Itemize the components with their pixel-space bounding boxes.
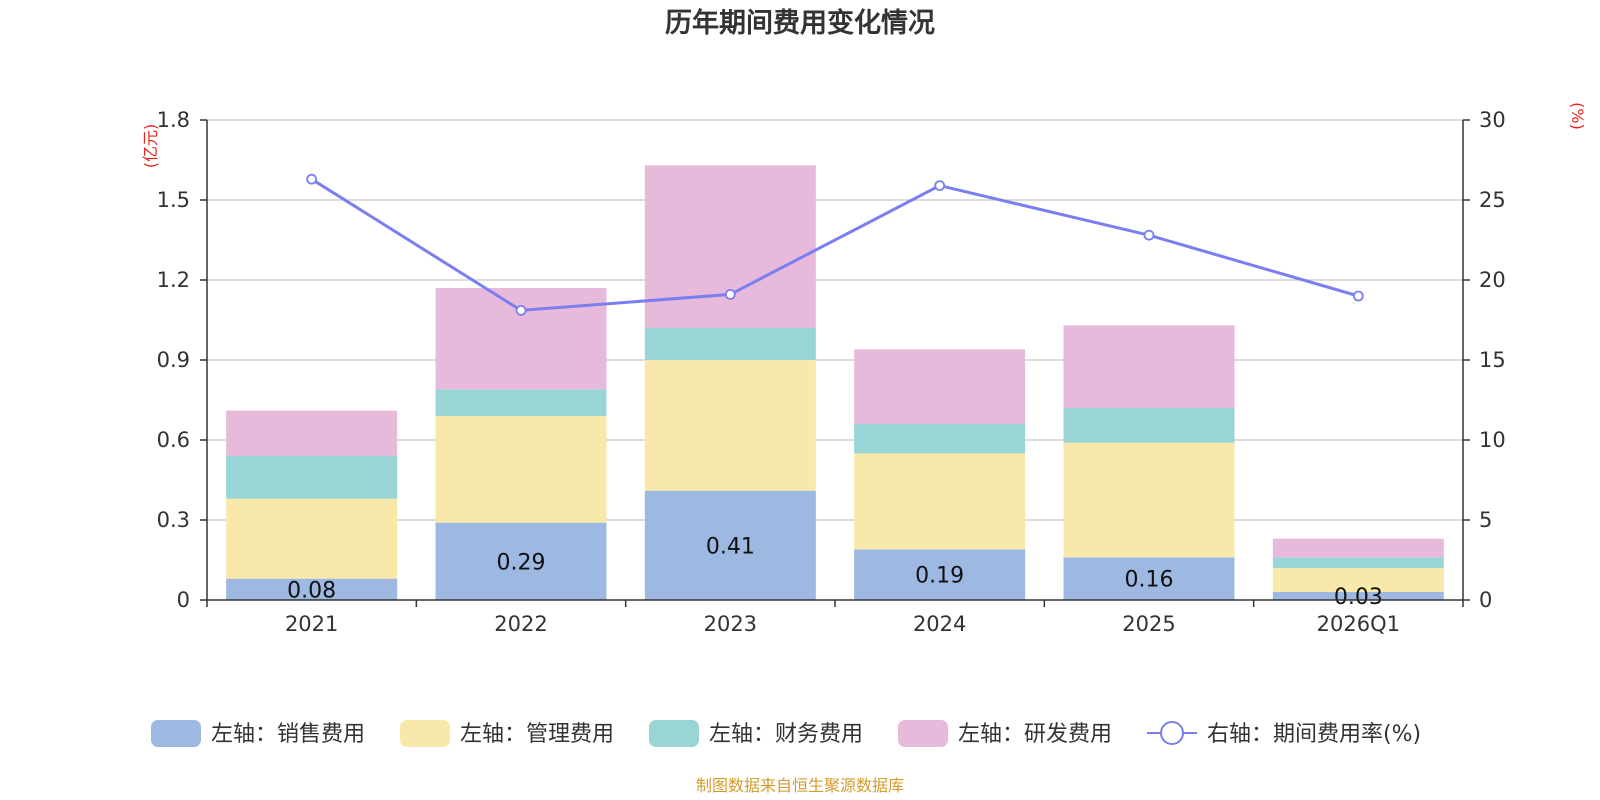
bar-segment bbox=[1063, 557, 1235, 600]
sales-data-label: 0.08 bbox=[287, 578, 336, 603]
bar-segment bbox=[854, 453, 1026, 550]
bar-area: 0.08 0.29 0.41 0.19 0.16 0.03 bbox=[226, 165, 1444, 610]
bar-segment bbox=[854, 549, 1026, 600]
right-axis-unit: (%) bbox=[1568, 102, 1587, 130]
rate-line-area bbox=[306, 173, 1364, 316]
bar-segment bbox=[226, 498, 398, 579]
right-tick-label: 20 bbox=[1479, 268, 1506, 292]
sales-data-label: 0.03 bbox=[1334, 585, 1383, 610]
legend-label: 左轴：管理费用 bbox=[460, 722, 614, 747]
right-tick-label: 0 bbox=[1479, 588, 1492, 612]
bar-segment bbox=[435, 416, 607, 523]
bar-segment bbox=[226, 456, 398, 499]
bar-segment bbox=[435, 288, 607, 390]
source-note: 制图数据来自恒生聚源数据库 bbox=[696, 776, 904, 795]
left-tick-label: 1.5 bbox=[157, 188, 190, 212]
bar-segment bbox=[644, 360, 816, 491]
bar-segment bbox=[1272, 557, 1444, 568]
bar-segment bbox=[854, 424, 1026, 454]
grid-lines bbox=[207, 119, 1463, 521]
rate-line bbox=[310, 177, 1359, 312]
rate-point bbox=[306, 173, 318, 185]
right-tick-label: 10 bbox=[1479, 428, 1506, 452]
sales-data-label: 0.29 bbox=[497, 550, 546, 575]
sales-data-label: 0.41 bbox=[706, 534, 755, 559]
legend-swatch bbox=[400, 720, 450, 747]
bar-segment bbox=[435, 522, 607, 600]
bar-segment bbox=[854, 349, 1026, 424]
bar-segment bbox=[644, 328, 816, 360]
sales-data-label: 0.16 bbox=[1125, 568, 1174, 593]
rate-point bbox=[1352, 290, 1364, 302]
bar-segment bbox=[1272, 568, 1444, 592]
rate-point bbox=[934, 180, 946, 192]
right-tick-label: 15 bbox=[1479, 348, 1506, 372]
x-tick-label: 2023 bbox=[704, 612, 757, 636]
legend-label: 左轴：研发费用 bbox=[958, 722, 1112, 747]
x-tick-label: 2026Q1 bbox=[1317, 612, 1400, 636]
legend-label: 左轴：销售费用 bbox=[211, 722, 365, 747]
right-tick-label: 30 bbox=[1479, 108, 1506, 132]
left-axis-unit: (亿元) bbox=[141, 124, 160, 169]
right-tick-label: 25 bbox=[1479, 188, 1506, 212]
legend-label: 右轴：期间费用率(%) bbox=[1207, 722, 1421, 747]
legend-marker bbox=[1160, 721, 1184, 745]
legend-swatch bbox=[898, 720, 948, 747]
legend-swatch bbox=[649, 720, 699, 747]
sales-data-label: 0.19 bbox=[915, 564, 964, 589]
legend-swatch bbox=[151, 720, 201, 747]
left-tick-label: 1.8 bbox=[157, 108, 190, 132]
chart-title: 历年期间费用变化情况 bbox=[665, 7, 935, 39]
legend: 左轴：销售费用 左轴：管理费用 左轴：财务费用 左轴：研发费用 右轴：期间费用率(%) bbox=[151, 720, 1421, 747]
x-tick-label: 2025 bbox=[1122, 612, 1175, 636]
left-tick-label: 0.3 bbox=[157, 508, 190, 532]
left-tick-label: 0 bbox=[177, 588, 190, 612]
bar-segment bbox=[1272, 538, 1444, 558]
left-tick-label: 0.9 bbox=[157, 348, 190, 372]
bar-segment bbox=[435, 389, 607, 416]
bar-segment bbox=[1063, 442, 1235, 558]
bar-segment bbox=[1063, 325, 1235, 408]
x-tick-label: 2021 bbox=[285, 612, 338, 636]
rate-point bbox=[724, 288, 736, 300]
rate-point bbox=[1143, 229, 1155, 241]
rate-point bbox=[515, 304, 527, 316]
x-tick-label: 2024 bbox=[913, 612, 966, 636]
bar-segment bbox=[1063, 408, 1235, 443]
bar-segment bbox=[226, 578, 398, 600]
left-tick-label: 1.2 bbox=[157, 268, 190, 292]
legend-label: 左轴：财务费用 bbox=[709, 722, 863, 747]
bar-segment bbox=[644, 165, 816, 328]
bar-segment bbox=[644, 490, 816, 600]
right-tick-label: 5 bbox=[1479, 508, 1492, 532]
left-tick-label: 0.6 bbox=[157, 428, 190, 452]
bar-segment bbox=[226, 410, 398, 456]
bar-segment bbox=[1272, 592, 1444, 600]
x-tick-label: 2022 bbox=[494, 612, 547, 636]
